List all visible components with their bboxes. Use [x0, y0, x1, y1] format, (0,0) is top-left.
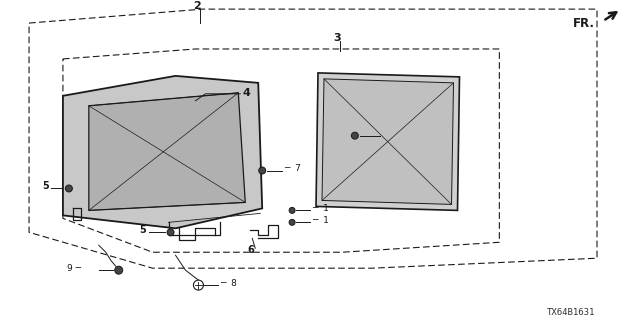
- Circle shape: [193, 280, 204, 290]
- Text: 9 ─: 9 ─: [67, 264, 81, 273]
- Text: 6: 6: [247, 245, 253, 255]
- Circle shape: [289, 220, 295, 225]
- Text: ─  8: ─ 8: [220, 279, 237, 288]
- Circle shape: [167, 229, 174, 236]
- Text: 2: 2: [193, 1, 202, 11]
- Circle shape: [289, 207, 295, 213]
- Text: 3: 3: [333, 33, 340, 43]
- Circle shape: [65, 185, 72, 192]
- Text: ─  1: ─ 1: [382, 129, 399, 138]
- Text: ─  1: ─ 1: [312, 216, 329, 225]
- Circle shape: [115, 266, 123, 274]
- Circle shape: [351, 132, 358, 139]
- Polygon shape: [316, 73, 460, 210]
- Text: TX64B1631: TX64B1631: [547, 308, 596, 316]
- Text: ─  1: ─ 1: [312, 204, 329, 213]
- Polygon shape: [63, 76, 262, 228]
- Text: 5: 5: [42, 181, 49, 191]
- Text: 5: 5: [139, 225, 146, 235]
- Polygon shape: [89, 93, 245, 210]
- Text: FR.: FR.: [573, 17, 595, 29]
- Polygon shape: [322, 79, 454, 204]
- Text: 4: 4: [243, 88, 250, 98]
- Text: ─  7: ─ 7: [284, 164, 301, 173]
- Circle shape: [259, 167, 266, 174]
